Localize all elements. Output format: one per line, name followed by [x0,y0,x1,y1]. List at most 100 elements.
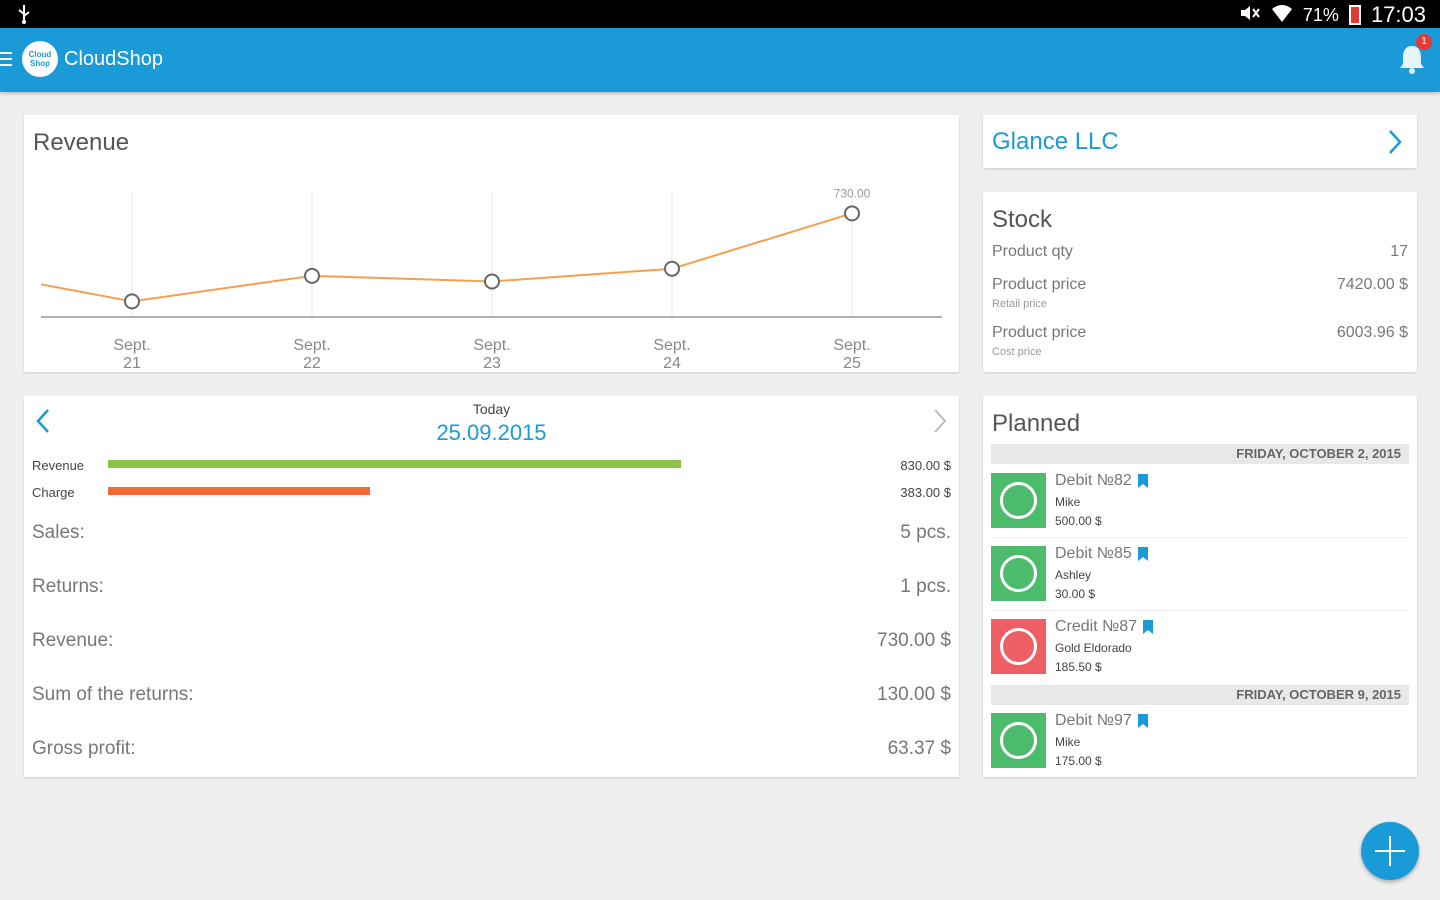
charge-bar-row: Charge 383.00 $ [32,483,951,503]
stat-value: 63.37 $ [887,738,951,759]
stock-label: Product qty [992,243,1073,260]
stat-value: 5 pcs. [900,522,951,543]
bar-label: Charge [32,485,75,500]
company-selector[interactable]: Glance LLC [983,115,1417,168]
bookmark-icon [1137,474,1148,488]
stock-label: Product price [992,324,1087,341]
company-name: Glance LLC [992,128,1119,155]
bookmark-icon [1137,714,1148,728]
previous-day-button[interactable] [36,408,50,434]
planned-item-person: Gold Eldorado [1055,641,1132,655]
bar-amount: 830.00 $ [900,458,951,473]
app-logo: Cloud Shop [22,41,58,77]
stat-sum-of-returns: Sum of the returns: 130.00 $ [32,684,951,706]
chart-tick-label: 24 [663,355,681,372]
chart-tick-label: Sept. [113,337,150,354]
revenue-line-chart: 730.00Sept.21Sept.22Sept.23Sept.24Sept.2… [40,186,942,372]
stock-value: 7420.00 $ [1336,276,1408,293]
summary-date: 25.09.2015 [436,420,547,445]
stat-value: 130.00 $ [877,684,951,705]
chart-tick-label: Sept. [653,337,690,354]
mute-icon [1239,3,1261,28]
planned-item[interactable]: Debit №82 Mike 500.00 $ [991,468,1409,538]
planned-item-amount: 175.00 $ [1055,754,1102,768]
stock-value: 6003.96 $ [1336,324,1408,341]
planned-item[interactable]: Credit №87 Gold Eldorado 185.50 $ [991,614,1409,684]
stat-sales: Sales: 5 pcs. [32,522,951,544]
planned-item-person: Mike [1055,495,1081,509]
planned-item-title-text: Credit №87 [1055,618,1138,635]
planned-item-title: Debit №82 [1055,472,1148,490]
chart-data-point [664,260,680,277]
stat-label: Returns: [32,576,104,597]
bookmark-icon [1143,620,1154,634]
clock: 17:03 [1370,2,1426,27]
wifi-icon [1271,3,1293,28]
chart-data-label: 730.00 [834,186,871,200]
stat-label: Sum of the returns: [32,684,194,705]
stock-sublabel: Cost price [992,346,1042,358]
stock-row-qty: Product qty 17 [992,243,1408,261]
stock-title: Stock [992,206,1053,233]
planned-item[interactable]: Debit №85 Ashley 30.00 $ [991,541,1409,611]
battery-icon [1348,5,1361,25]
debit-icon [991,473,1046,528]
date-group-header: FRIDAY, OCTOBER 2, 2015 [991,444,1409,464]
stat-label: Revenue: [32,630,114,651]
menu-icon[interactable] [0,52,12,66]
chart-data-point [304,267,320,284]
debit-icon [991,546,1046,601]
planned-item-amount: 30.00 $ [1055,587,1096,601]
bookmark-icon [1137,547,1148,561]
add-button[interactable] [1361,822,1419,880]
revenue-bar-row: Revenue 830.00 $ [32,456,951,476]
daily-summary-card: Today 25.09.2015 Revenue 830.00 $ Charge… [24,396,959,777]
app-bar: Cloud Shop CloudShop 1 [0,28,1440,92]
next-day-button[interactable] [933,408,947,434]
stock-value: 17 [1390,243,1408,260]
revenue-bar [108,460,681,468]
debit-icon [991,713,1046,768]
chart-tick-label: 21 [123,355,141,372]
planned-item[interactable]: Debit №97 Mike 175.00 $ [991,708,1409,778]
planned-item-title: Credit №87 [1055,618,1154,636]
charge-bar [108,487,370,495]
planned-item-title-text: Debit №85 [1055,545,1132,562]
usb-icon [16,4,32,29]
chart-tick-label: Sept. [473,337,510,354]
battery-percent: 71% [1302,4,1339,25]
stock-label: Product price [992,276,1087,293]
stat-revenue: Revenue: 730.00 $ [32,630,951,652]
stock-row-retail-price: Product price Retail price 7420.00 $ [992,276,1408,310]
chart-tick-label: 23 [483,355,501,372]
stat-label: Sales: [32,522,85,543]
planned-item-title: Debit №85 [1055,545,1148,563]
credit-icon [991,619,1046,674]
chart-tick-label: 22 [303,355,321,372]
planned-card: Planned FRIDAY, OCTOBER 2, 2015 Debit №8… [983,396,1417,777]
notifications-button[interactable]: 1 [1396,34,1432,76]
stock-card: Stock Product qty 17 Product price Retai… [983,192,1417,372]
stat-value: 1 pcs. [900,576,951,597]
app-title: CloudShop [64,48,163,70]
planned-title: Planned [992,410,1081,437]
planned-item-amount: 500.00 $ [1055,514,1102,528]
chart-data-point [844,205,860,222]
planned-item-amount: 185.50 $ [1055,660,1102,674]
revenue-chart-title: Revenue [33,129,130,156]
planned-item-person: Ashley [1055,568,1092,582]
stat-label: Gross profit: [32,738,136,759]
notification-badge: 1 [1416,34,1432,50]
bar-amount: 383.00 $ [900,485,951,500]
planned-item-person: Mike [1055,735,1081,749]
stat-returns: Returns: 1 pcs. [32,576,951,598]
chart-data-point [484,273,500,290]
chart-data-point [124,293,140,310]
planned-item-title-text: Debit №82 [1055,472,1132,489]
planned-item-title: Debit №97 [1055,712,1148,730]
date-group-header: FRIDAY, OCTOBER 9, 2015 [991,685,1409,705]
planned-item-title-text: Debit №97 [1055,712,1132,729]
stock-sublabel: Retail price [992,298,1048,310]
stat-gross-profit: Gross profit: 63.37 $ [32,738,951,760]
chevron-right-icon[interactable] [1387,129,1403,155]
